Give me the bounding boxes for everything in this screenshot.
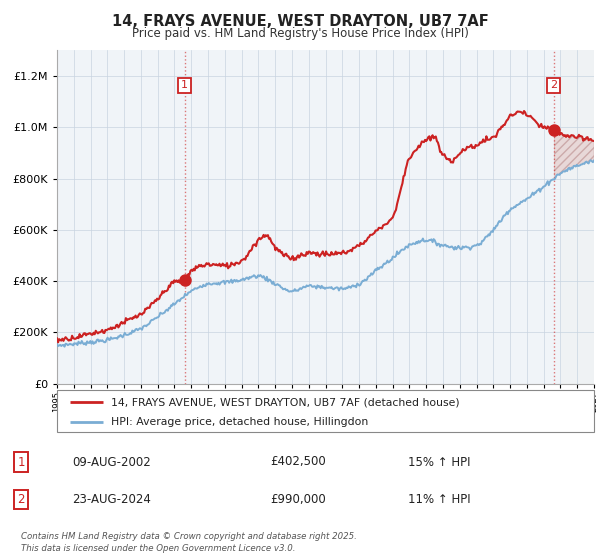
Text: 1: 1: [17, 455, 25, 469]
Text: HPI: Average price, detached house, Hillingdon: HPI: Average price, detached house, Hill…: [111, 417, 368, 427]
Text: Contains HM Land Registry data © Crown copyright and database right 2025.
This d: Contains HM Land Registry data © Crown c…: [21, 533, 357, 553]
Text: 23-AUG-2024: 23-AUG-2024: [72, 493, 151, 506]
Text: 2: 2: [17, 493, 25, 506]
Text: 2: 2: [550, 81, 557, 90]
Text: 14, FRAYS AVENUE, WEST DRAYTON, UB7 7AF: 14, FRAYS AVENUE, WEST DRAYTON, UB7 7AF: [112, 14, 488, 29]
FancyBboxPatch shape: [57, 390, 594, 432]
Text: £990,000: £990,000: [270, 493, 326, 506]
Text: Price paid vs. HM Land Registry's House Price Index (HPI): Price paid vs. HM Land Registry's House …: [131, 27, 469, 40]
Text: 14, FRAYS AVENUE, WEST DRAYTON, UB7 7AF (detached house): 14, FRAYS AVENUE, WEST DRAYTON, UB7 7AF …: [111, 397, 460, 407]
Text: 1: 1: [181, 81, 188, 90]
Text: 09-AUG-2002: 09-AUG-2002: [72, 455, 151, 469]
Text: 15% ↑ HPI: 15% ↑ HPI: [408, 455, 470, 469]
Text: £402,500: £402,500: [270, 455, 326, 469]
Text: 11% ↑ HPI: 11% ↑ HPI: [408, 493, 470, 506]
